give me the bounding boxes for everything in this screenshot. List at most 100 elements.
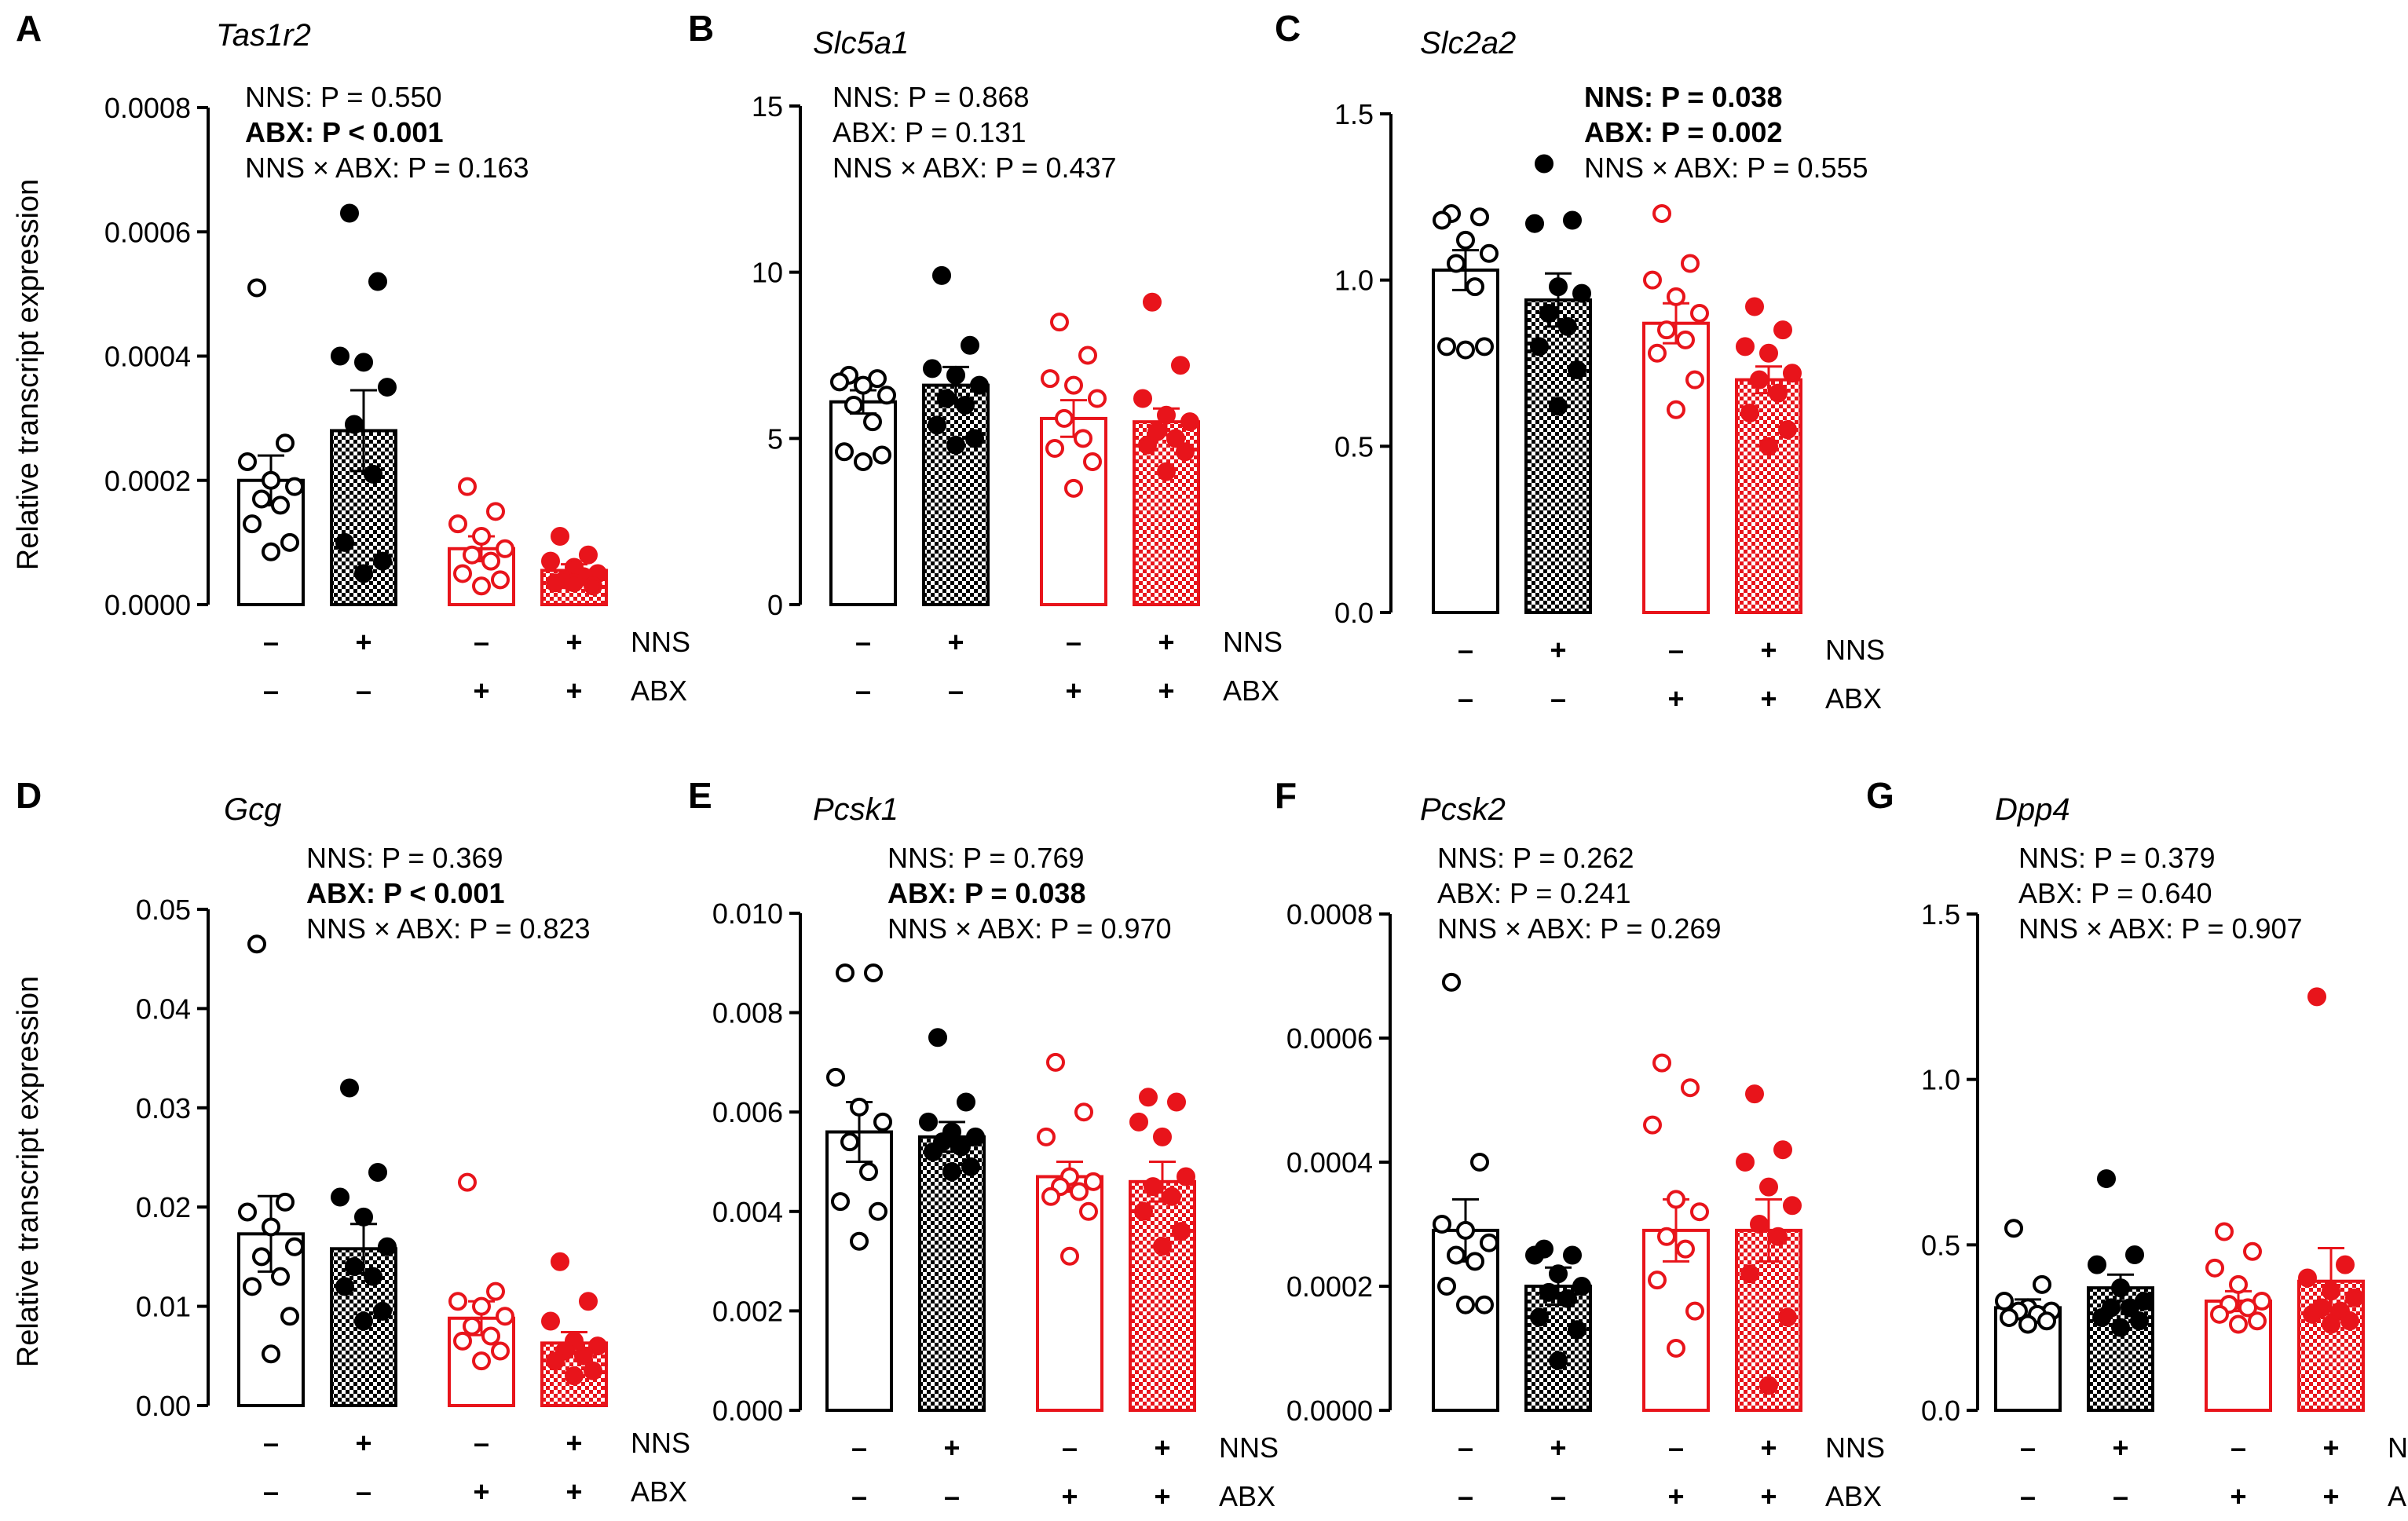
data-point <box>1568 1320 1586 1340</box>
data-point <box>919 1112 938 1132</box>
data-point <box>486 502 505 521</box>
data-point <box>331 346 349 366</box>
data-point <box>2229 1274 2248 1294</box>
panel-letter: E <box>688 775 712 816</box>
data-point <box>262 1344 280 1364</box>
nns-sign: – <box>474 1427 489 1459</box>
data-point <box>1470 1153 1489 1172</box>
abx-sign: – <box>948 675 964 707</box>
data-point <box>345 415 364 434</box>
abx-sign: – <box>263 1475 279 1508</box>
data-point <box>247 278 266 298</box>
gene-title: Tas1r2 <box>216 18 311 53</box>
nns-label: NNS <box>1825 1431 1885 1464</box>
data-point <box>835 442 854 462</box>
nns-label: NNS <box>631 1427 690 1459</box>
data-point <box>859 1162 878 1182</box>
data-point <box>850 1097 869 1117</box>
nns-sign: + <box>943 1431 960 1464</box>
data-point <box>1525 214 1544 233</box>
abx-sign: + <box>1154 1480 1170 1512</box>
data-point <box>2322 1282 2340 1301</box>
y-tick-label: 0.0008 <box>1286 898 1373 931</box>
gene-title: Dpp4 <box>1995 792 2070 827</box>
data-point <box>970 375 989 395</box>
data-point <box>1657 1227 1676 1246</box>
data-point <box>472 1296 491 1316</box>
nns-sign: – <box>1668 1431 1684 1464</box>
data-point <box>877 386 896 405</box>
nns-sign: – <box>1458 634 1473 666</box>
data-point <box>574 1346 593 1366</box>
data-point <box>2130 1311 2149 1331</box>
y-tick-label: 0.0000 <box>104 589 191 621</box>
data-point <box>1676 330 1695 349</box>
data-point <box>1558 1289 1577 1308</box>
data-point <box>1676 1239 1695 1259</box>
data-point <box>924 1142 942 1161</box>
data-point <box>243 514 262 534</box>
data-point <box>373 1301 392 1321</box>
abx-sign: – <box>944 1480 960 1512</box>
bar <box>825 1130 893 1413</box>
abx-sign: – <box>1550 682 1566 715</box>
data-point <box>1652 1053 1671 1073</box>
nns-sign: + <box>2322 1431 2339 1464</box>
y-tick-label: 0.0004 <box>1286 1146 1373 1179</box>
data-point <box>285 477 304 496</box>
data-point <box>1064 478 1083 498</box>
data-point <box>1153 1237 1172 1256</box>
nns-label: NNS <box>1825 634 1885 666</box>
data-point <box>923 359 942 378</box>
y-tick-label: 10 <box>752 257 783 289</box>
stat-line: NNS: P = 0.038 <box>1584 81 1782 113</box>
data-point <box>946 365 965 385</box>
stat-line: NNS: P = 0.868 <box>833 81 1030 113</box>
stat-line: ABX: P = 0.038 <box>887 877 1085 909</box>
abx-sign: + <box>1760 682 1777 715</box>
panel-letter: A <box>16 8 42 49</box>
data-point <box>1783 1196 1802 1216</box>
data-point <box>2205 1258 2224 1278</box>
data-point <box>1088 389 1107 408</box>
data-point <box>472 1351 491 1371</box>
data-point <box>1667 400 1685 419</box>
data-point <box>1046 1052 1065 1072</box>
data-point <box>1681 1078 1700 1098</box>
data-point <box>579 1292 598 1311</box>
data-point <box>271 1267 290 1286</box>
data-point <box>2243 1241 2262 1261</box>
data-point <box>588 1336 607 1356</box>
y-tick-label: 0.002 <box>712 1295 783 1327</box>
data-point <box>965 429 984 448</box>
data-point <box>1138 435 1157 455</box>
data-point <box>2229 1314 2248 1334</box>
data-point <box>458 477 477 496</box>
data-point <box>1525 1245 1544 1265</box>
data-point <box>1139 1088 1158 1107</box>
data-point <box>2336 1255 2355 1274</box>
abx-label: ABX <box>1223 675 1279 707</box>
data-point <box>1530 1307 1549 1327</box>
nns-sign: – <box>1062 1431 1078 1464</box>
data-point <box>551 526 569 546</box>
abx-sign: + <box>473 675 489 707</box>
y-tick-label: 0 <box>767 589 783 621</box>
data-point <box>1466 277 1484 297</box>
data-point <box>331 1187 349 1207</box>
stat-line: NNS × ABX: P = 0.823 <box>306 912 591 945</box>
data-point <box>579 545 598 565</box>
data-point <box>1055 408 1074 428</box>
abx-sign: + <box>1667 1480 1684 1512</box>
y-tick-label: 0.0004 <box>104 341 191 373</box>
data-point <box>1648 343 1667 363</box>
nns-sign: – <box>263 1427 279 1459</box>
y-tick-label: 5 <box>767 422 783 455</box>
data-point <box>1050 313 1069 332</box>
data-point <box>453 564 472 583</box>
panel-letter: G <box>1866 775 1894 816</box>
data-point <box>1773 1140 1792 1160</box>
data-point <box>1433 210 1451 230</box>
